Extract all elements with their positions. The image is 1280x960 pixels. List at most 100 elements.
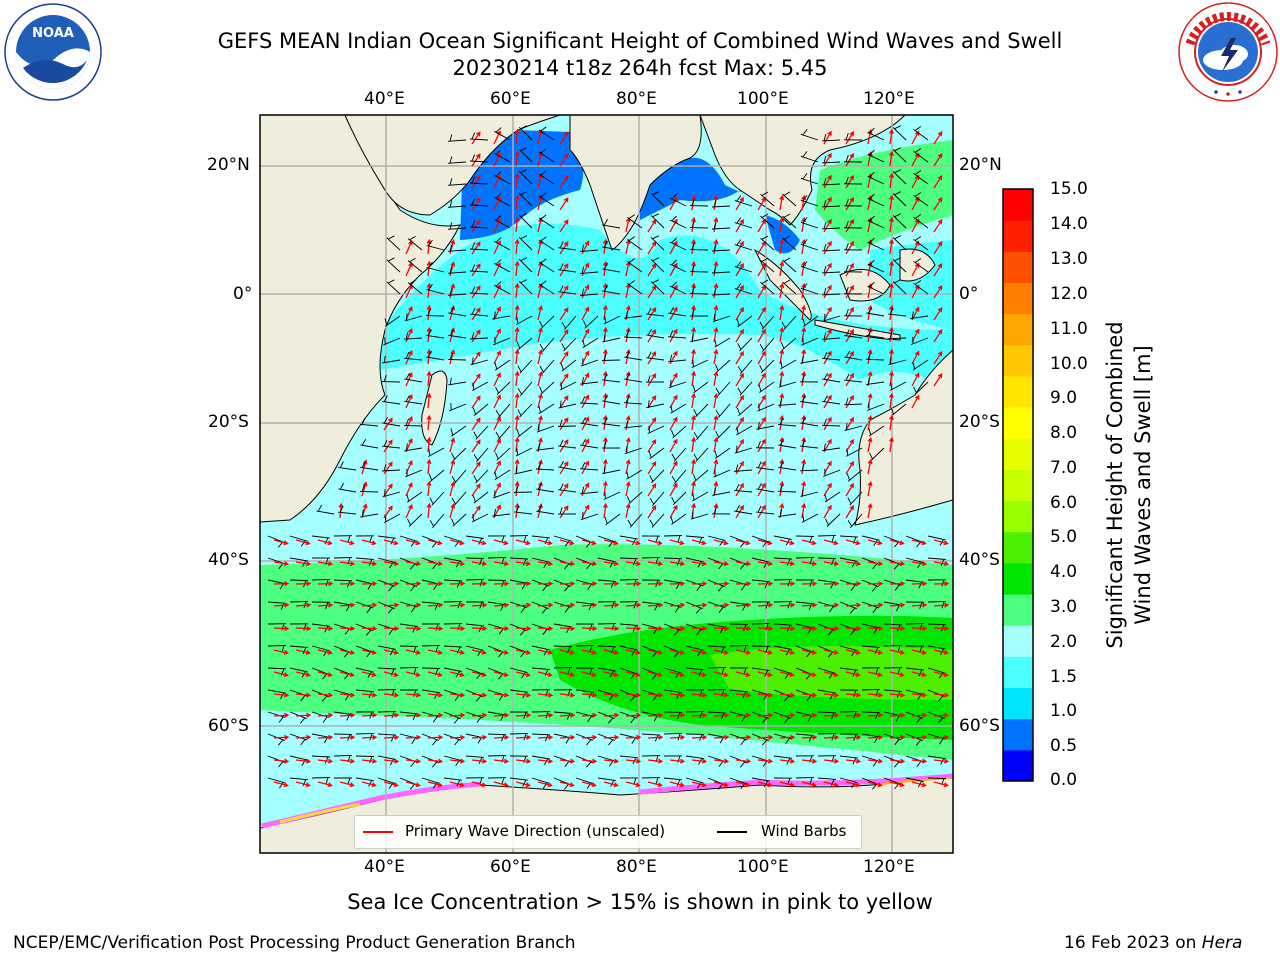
- wind-barb: [407, 513, 423, 527]
- wave-direction-arrow: [405, 734, 422, 740]
- wave-direction-arrow: [823, 602, 840, 608]
- wave-direction-arrow: [361, 758, 378, 764]
- wave-direction-arrow: [845, 460, 855, 475]
- wind-barb: [360, 509, 379, 518]
- wind-barb: [843, 265, 863, 273]
- wave-direction-arrow: [493, 734, 510, 740]
- wind-barb: [817, 623, 835, 636]
- wave-direction-arrow: [471, 602, 488, 608]
- wave-direction-arrow: [889, 581, 906, 587]
- wave-direction-arrow: [889, 539, 905, 546]
- wind-barb: [734, 283, 753, 295]
- wind-barb: [518, 257, 533, 273]
- wind-barb: [729, 755, 747, 768]
- wind-barb: [449, 402, 467, 412]
- wind-barb: [685, 557, 704, 568]
- wind-barb: [821, 265, 841, 274]
- wind-barb: [626, 469, 643, 480]
- india-landmass: [569, 115, 702, 251]
- wind-barb: [736, 403, 753, 417]
- wind-barb: [883, 755, 901, 768]
- wind-barb: [447, 156, 467, 164]
- wave-direction-arrow: [449, 671, 465, 678]
- wave-direction-arrow: [691, 781, 707, 788]
- wind-barb: [536, 504, 555, 515]
- wind-barb: [469, 198, 489, 207]
- wind-barb: [509, 732, 529, 741]
- wave-direction-arrow: [317, 671, 333, 678]
- wave-direction-arrow: [581, 581, 598, 587]
- wave-direction-arrow: [603, 671, 619, 678]
- wave-direction-arrow: [888, 260, 894, 277]
- wind-barb: [685, 623, 704, 636]
- wave-direction-arrow: [889, 602, 906, 608]
- wave-direction-arrow: [559, 626, 576, 631]
- wave-direction-arrow: [669, 671, 685, 678]
- wind-barb: [377, 755, 396, 766]
- wave-direction-arrow: [933, 219, 943, 233]
- wave-direction-arrow: [295, 712, 312, 718]
- wind-barb: [801, 337, 819, 346]
- wave-direction-arrow: [691, 436, 697, 453]
- wave-direction-arrow: [471, 561, 488, 567]
- wind-barb: [641, 777, 661, 785]
- wave-direction-arrow: [888, 150, 894, 167]
- wave-direction-arrow: [405, 503, 413, 519]
- wind-barb: [913, 148, 929, 163]
- wind-barb: [381, 464, 401, 472]
- colorbar-segment: [1003, 749, 1033, 782]
- wind-barb: [685, 689, 705, 697]
- wave-direction-arrow: [471, 539, 487, 546]
- wave-direction-arrow: [427, 671, 443, 678]
- wave-direction-arrow: [647, 539, 663, 546]
- colorbar-segment: [1003, 282, 1033, 315]
- wind-barb: [561, 337, 577, 352]
- wind-barb: [382, 489, 401, 498]
- wave-direction-arrow: [625, 671, 641, 678]
- wave-direction-arrow: [845, 581, 862, 587]
- wave-direction-arrow: [691, 602, 708, 608]
- wind-barb: [619, 579, 639, 587]
- wave-direction-arrow: [867, 649, 884, 655]
- wave-direction-arrow: [845, 758, 862, 764]
- wind-barb: [404, 351, 423, 361]
- wind-barb: [869, 447, 885, 461]
- wave-direction-arrow: [493, 781, 509, 788]
- wind-barb: [650, 213, 665, 229]
- wave-direction-arrow: [933, 649, 950, 655]
- wave-direction-arrow: [889, 758, 906, 764]
- wind-barb: [355, 535, 375, 543]
- wave-direction-arrow: [911, 174, 920, 189]
- wind-barb: [846, 469, 863, 482]
- wind-barb: [646, 400, 665, 409]
- wave-direction-arrow: [735, 649, 752, 655]
- wave-direction-arrow: [426, 414, 432, 431]
- wind-barb: [470, 357, 489, 366]
- wind-barb: [689, 198, 709, 207]
- wind-barb: [580, 244, 599, 253]
- wave-direction-arrow: [691, 392, 697, 409]
- wave-direction-arrow: [515, 692, 532, 698]
- wind-barb: [905, 711, 924, 724]
- wave-direction-arrow: [735, 539, 751, 546]
- wave-direction-arrow: [449, 539, 465, 546]
- wave-direction-arrow: [889, 734, 906, 740]
- wind-barb: [447, 222, 467, 230]
- wave-direction-arrow: [427, 539, 443, 546]
- wave-direction-arrow: [449, 459, 456, 475]
- wave-direction-arrow: [449, 712, 466, 718]
- wind-barb: [311, 623, 330, 633]
- colorbar-segment: [1003, 313, 1033, 346]
- wind-barb: [927, 557, 946, 566]
- wave-direction-arrow: [823, 350, 832, 365]
- wind-barb: [913, 170, 929, 185]
- wind-barb: [311, 535, 330, 545]
- wave-direction-arrow: [361, 649, 378, 655]
- wave-direction-arrow: [427, 692, 444, 698]
- wave-direction-arrow: [911, 284, 920, 299]
- wave-direction-arrow: [691, 758, 708, 764]
- wave-direction-arrow: [383, 439, 393, 453]
- wave-direction-arrow: [867, 626, 884, 631]
- wind-barb: [472, 491, 489, 504]
- wave-direction-arrow: [735, 482, 744, 497]
